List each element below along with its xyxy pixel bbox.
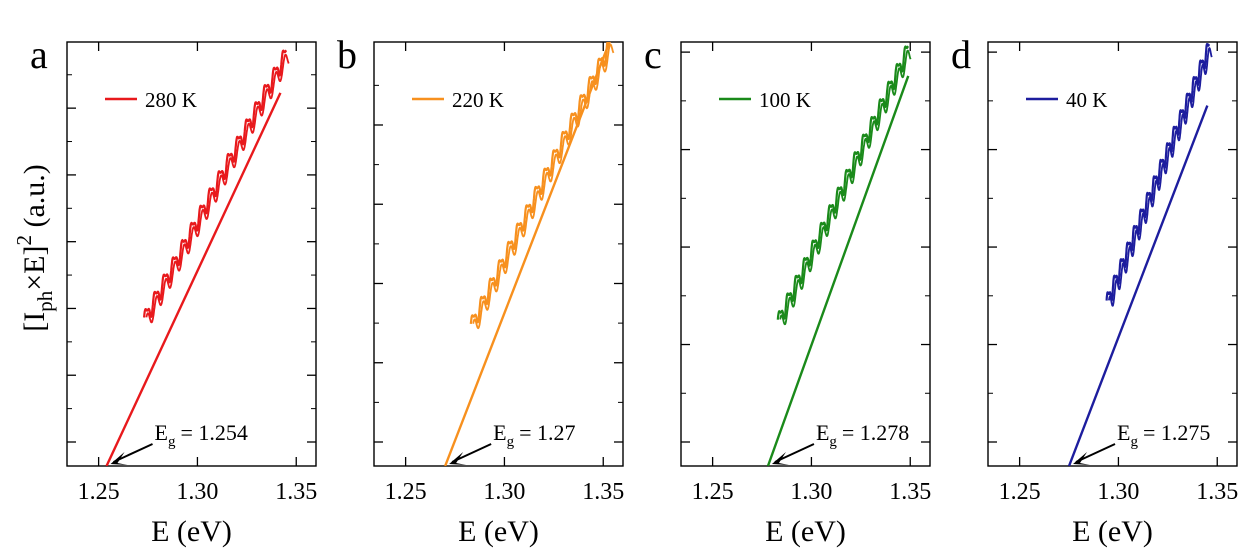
panel-letter: d [951,32,971,77]
eg-subscript: g [168,434,176,450]
x-tick-label: 1.35 [582,479,624,505]
eg-symbol: E [1117,420,1130,445]
y-axis-title: [Iph×E]2 (a.u.) [12,164,57,332]
x-axis-title: E (eV) [458,515,539,548]
panel-letter: c [644,32,662,77]
legend-label: 220 K [452,88,504,112]
x-tick-label: 1.35 [889,479,931,505]
legend-label: 100 K [759,88,811,112]
eg-symbol: E [493,420,506,445]
data-curve [1105,42,1211,302]
data-curve [469,42,611,325]
plot-area [1067,42,1213,466]
plot-area [105,49,290,466]
data-curve [143,49,288,318]
plot-frame [987,41,1238,467]
x-tick-label: 1.30 [1097,479,1139,505]
panel-letter: a [30,32,48,77]
eg-label: Eg = 1.275 [1117,420,1210,450]
plot-area [766,45,912,466]
panel-b: b 1.25 1.30 1.35 E (eV) 220 K Eg = 1.27 [337,32,624,548]
eg-value: = 1.27 [519,420,575,445]
x-tick-label: 1.25 [78,479,120,505]
eg-value: = 1.278 [842,420,909,445]
x-tick-label: 1.30 [176,479,218,505]
panel-letter: b [337,32,357,77]
data-curve-return [472,43,615,330]
x-tick-label: 1.30 [790,479,832,505]
x-tick-label: 1.35 [1196,479,1238,505]
data-curve-return [1108,47,1213,307]
data-curve [776,45,910,320]
eg-arrow-head [771,452,789,465]
eg-subscript: g [507,434,515,450]
legend-label: 40 K [1066,88,1107,112]
plot-frame [66,41,317,467]
eg-symbol: E [816,420,829,445]
plot-area [444,42,615,466]
x-tick-label: 1.25 [999,479,1041,505]
plot-frame [373,41,624,467]
eg-value: = 1.254 [180,420,247,445]
fit-line [444,42,611,466]
eg-arrow-head [110,452,128,465]
fit-line [766,75,910,466]
eg-subscript: g [1130,434,1138,450]
x-tick-label: 1.30 [483,479,525,505]
x-axis-title: E (eV) [1072,515,1153,548]
x-tick-label: 1.25 [692,479,734,505]
eg-symbol: E [155,420,168,445]
eg-value: = 1.275 [1143,420,1210,445]
x-tick-label: 1.35 [275,479,317,505]
panel-a: a 1.25 1.30 1.35 E (eV) 280 K Eg = 1.254 [30,32,317,548]
x-tick-label: 1.25 [385,479,427,505]
panel-d: d 1.25 1.30 1.35 E (eV) 40 K Eg = 1.275 [951,32,1238,548]
panel-c: c 1.25 1.30 1.35 E (eV) 100 K Eg = 1.278 [644,32,931,548]
eg-subscript: g [829,434,837,450]
eg-label: Eg = 1.278 [816,420,909,450]
data-curve-return [779,49,912,326]
fit-line [105,92,282,466]
x-axis-title: E (eV) [151,515,232,548]
x-axis-title: E (eV) [765,515,846,548]
eg-label: Eg = 1.254 [155,420,248,450]
eg-arrow-head [449,452,467,465]
data-curve-return [145,53,290,324]
plot-frame [680,41,931,467]
eg-arrow-head [1073,452,1091,465]
fit-line [1067,105,1209,466]
legend-label: 280 K [145,88,197,112]
eg-label: Eg = 1.27 [493,420,575,450]
